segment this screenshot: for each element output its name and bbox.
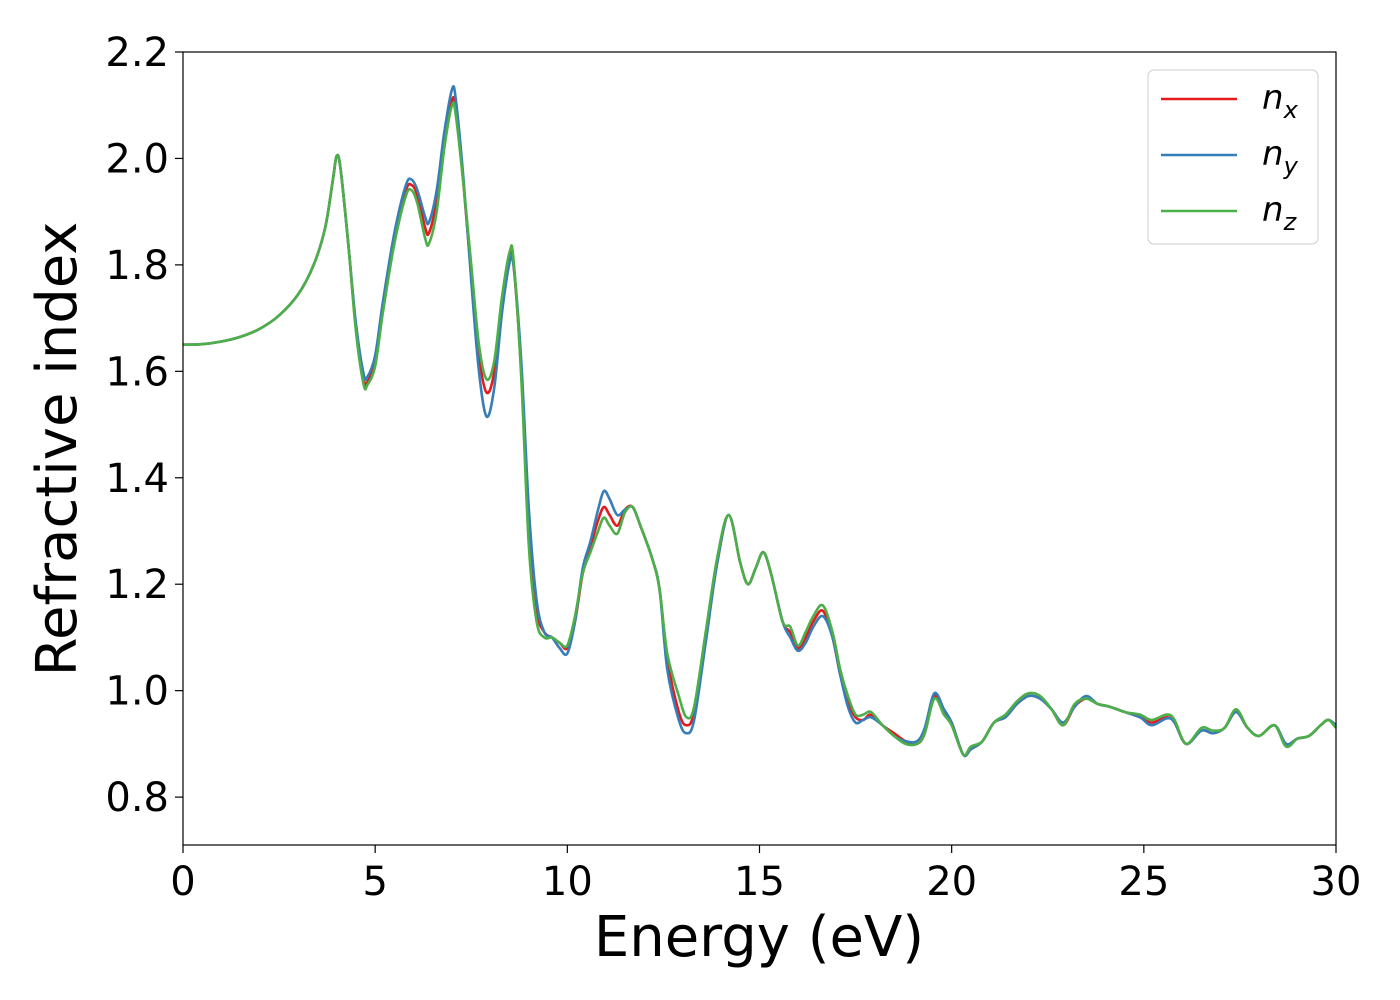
x-tick-label: 0 xyxy=(170,859,195,905)
x-tick-label: 20 xyxy=(926,859,977,905)
legend-box xyxy=(1147,69,1319,245)
y-tick-label: 2.0 xyxy=(105,136,169,182)
series-line-z xyxy=(182,101,1337,757)
x-tick-label: 30 xyxy=(1311,859,1362,905)
legend-label-z: nz xyxy=(1262,190,1298,236)
y-tick-label: 1.6 xyxy=(105,349,169,395)
y-tick-label: 1.2 xyxy=(105,562,169,608)
plot-lines xyxy=(182,85,1337,758)
y-tick-label: 0.8 xyxy=(105,775,169,821)
y-tick-label: 2.2 xyxy=(105,30,169,76)
x-axis-label: Energy (eV) xyxy=(594,905,924,970)
x-tick-label: 10 xyxy=(542,859,593,905)
legend: nx ny nz xyxy=(1147,69,1319,245)
x-axis-ticks: 0 5 10 15 20 25 30 xyxy=(170,845,1361,905)
y-axis-label: Refractive index xyxy=(25,222,90,677)
legend-label-y: ny xyxy=(1262,134,1299,180)
y-axis-ticks: 0.8 1.0 1.2 1.4 1.6 1.8 2.0 2.2 xyxy=(105,30,183,821)
legend-label-x: nx xyxy=(1262,78,1299,124)
y-tick-label: 1.8 xyxy=(105,243,169,289)
x-tick-label: 15 xyxy=(734,859,785,905)
x-tick-label: 5 xyxy=(362,859,387,905)
x-tick-label: 25 xyxy=(1118,859,1169,905)
y-tick-label: 1.4 xyxy=(105,456,169,502)
y-tick-label: 1.0 xyxy=(105,669,169,715)
